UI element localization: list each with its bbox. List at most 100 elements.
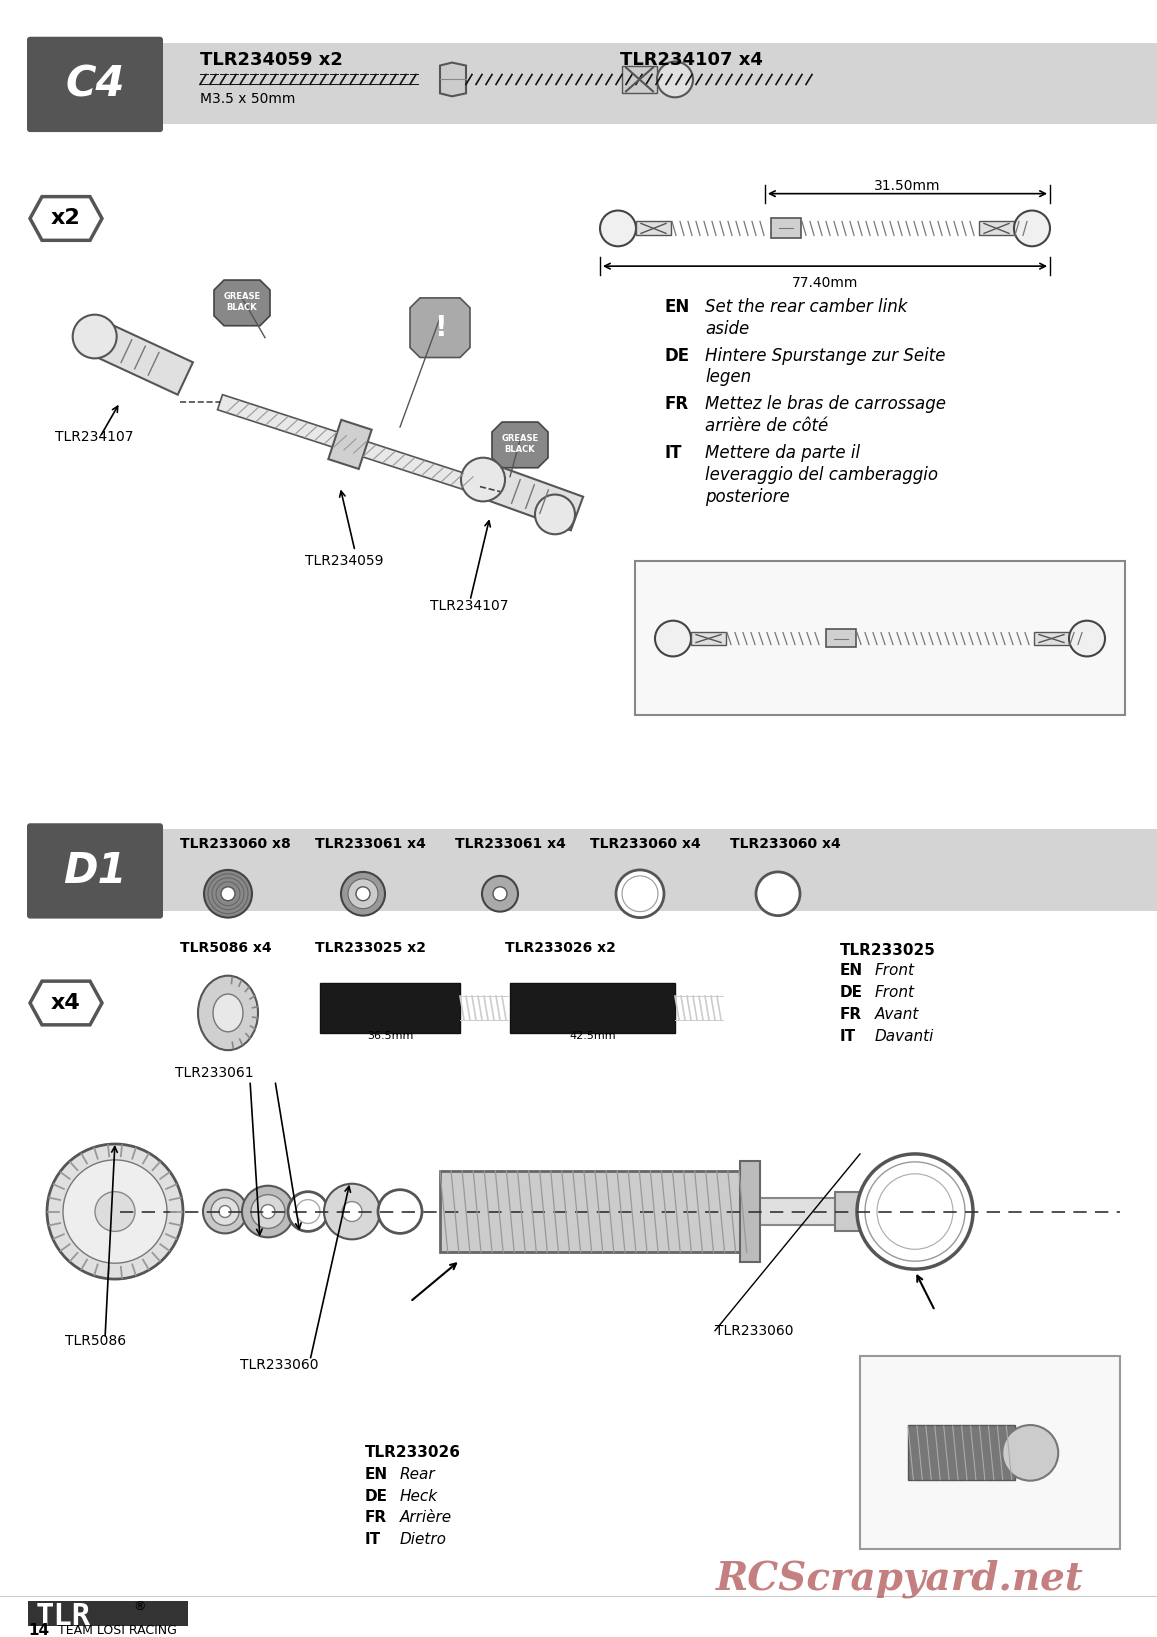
Text: TLR234107: TLR234107: [56, 431, 133, 444]
Text: ®: ®: [133, 1601, 146, 1614]
Circle shape: [1002, 1426, 1059, 1480]
Polygon shape: [30, 981, 102, 1025]
Circle shape: [616, 869, 664, 918]
Text: TLR233025: TLR233025: [840, 943, 936, 958]
Bar: [1034, 632, 1069, 645]
Text: TLR234107 x4: TLR234107 x4: [620, 51, 762, 69]
Text: Davanti: Davanti: [875, 1028, 935, 1044]
Bar: [771, 218, 801, 239]
Text: leveraggio del camberaggio: leveraggio del camberaggio: [705, 467, 938, 485]
Circle shape: [482, 876, 518, 912]
Bar: [510, 984, 675, 1033]
Text: 31.50mm: 31.50mm: [875, 178, 941, 193]
Text: arrière de côté: arrière de côté: [705, 417, 828, 435]
Circle shape: [341, 873, 385, 915]
Text: TLR233060 x8: TLR233060 x8: [180, 837, 290, 851]
Bar: [28, 1601, 187, 1637]
Bar: [860, 1355, 1120, 1549]
Circle shape: [756, 873, 799, 915]
Text: D1: D1: [64, 850, 127, 892]
Text: TLR5086: TLR5086: [65, 1334, 126, 1347]
Circle shape: [342, 1202, 362, 1221]
Circle shape: [348, 879, 378, 909]
FancyBboxPatch shape: [27, 823, 163, 918]
Text: TLR233060: TLR233060: [715, 1324, 794, 1337]
Text: legen: legen: [705, 368, 751, 386]
Text: Front: Front: [875, 963, 915, 979]
Bar: [691, 632, 725, 645]
Polygon shape: [214, 280, 270, 326]
Polygon shape: [218, 395, 482, 494]
Text: TLR233061: TLR233061: [175, 1066, 253, 1079]
Text: Dietro: Dietro: [400, 1532, 447, 1547]
Bar: [636, 221, 671, 236]
Circle shape: [211, 1198, 239, 1226]
FancyBboxPatch shape: [27, 36, 163, 133]
Circle shape: [655, 620, 691, 656]
Text: C4: C4: [65, 64, 125, 105]
Polygon shape: [30, 196, 102, 241]
Circle shape: [202, 1190, 246, 1233]
Text: Mettere da parte il: Mettere da parte il: [705, 444, 860, 462]
Text: TLR233060 x4: TLR233060 x4: [590, 837, 701, 851]
Circle shape: [296, 1200, 320, 1223]
Bar: [750, 1198, 840, 1226]
Text: DE: DE: [840, 985, 863, 1000]
Text: Set the rear camber link: Set the rear camber link: [705, 298, 907, 316]
Text: IT: IT: [840, 1028, 856, 1044]
Circle shape: [657, 62, 693, 97]
Text: 36.5mm: 36.5mm: [367, 1031, 413, 1041]
Bar: [622, 65, 657, 93]
Text: TLR5086 x4: TLR5086 x4: [180, 941, 272, 956]
Circle shape: [73, 314, 117, 359]
Text: TLR233026: TLR233026: [364, 1445, 460, 1460]
Text: 77.40mm: 77.40mm: [791, 277, 858, 290]
Circle shape: [219, 1205, 231, 1218]
Text: IT: IT: [364, 1532, 381, 1547]
Text: Arrière: Arrière: [400, 1511, 452, 1526]
Text: EN: EN: [840, 963, 863, 979]
Text: FR: FR: [665, 395, 690, 413]
Circle shape: [47, 1144, 183, 1278]
Text: 42.5mm: 42.5mm: [569, 1031, 616, 1041]
Text: aside: aside: [705, 319, 750, 337]
Text: GREASE: GREASE: [501, 434, 538, 444]
Circle shape: [493, 887, 507, 900]
Circle shape: [62, 1161, 167, 1264]
Text: TLR233061 x4: TLR233061 x4: [315, 837, 426, 851]
Bar: [635, 561, 1125, 715]
Bar: [908, 1426, 1015, 1480]
Text: TLR234107: TLR234107: [430, 599, 508, 612]
Bar: [320, 984, 460, 1033]
Polygon shape: [87, 321, 193, 395]
Text: EN: EN: [665, 298, 691, 316]
Circle shape: [460, 458, 504, 501]
Circle shape: [1069, 620, 1105, 656]
Text: M3.5 x 50mm: M3.5 x 50mm: [200, 92, 295, 106]
Bar: [835, 1192, 865, 1231]
Text: GREASE: GREASE: [223, 293, 260, 301]
Circle shape: [1014, 211, 1051, 246]
Text: Hintere Spurstange zur Seite: Hintere Spurstange zur Seite: [705, 347, 945, 365]
Circle shape: [378, 1190, 422, 1233]
Circle shape: [204, 869, 252, 918]
Circle shape: [600, 211, 636, 246]
Ellipse shape: [198, 976, 258, 1051]
Polygon shape: [410, 298, 470, 357]
Bar: [979, 221, 1014, 236]
Bar: [155, 43, 1157, 124]
Circle shape: [622, 876, 658, 912]
Circle shape: [356, 887, 370, 900]
Text: Heck: Heck: [400, 1488, 439, 1504]
Polygon shape: [477, 463, 583, 530]
Text: TLR233060: TLR233060: [239, 1359, 318, 1372]
Text: TLR: TLR: [36, 1603, 91, 1630]
Text: TEAM LOSI RACING: TEAM LOSI RACING: [58, 1624, 177, 1637]
Text: FR: FR: [840, 1007, 862, 1021]
Circle shape: [261, 1205, 275, 1218]
Ellipse shape: [213, 994, 243, 1031]
Text: TLR233026 x2: TLR233026 x2: [504, 941, 616, 956]
Text: Mettez le bras de carrossage: Mettez le bras de carrossage: [705, 395, 946, 413]
Text: BLACK: BLACK: [227, 303, 257, 313]
Bar: [826, 629, 856, 648]
